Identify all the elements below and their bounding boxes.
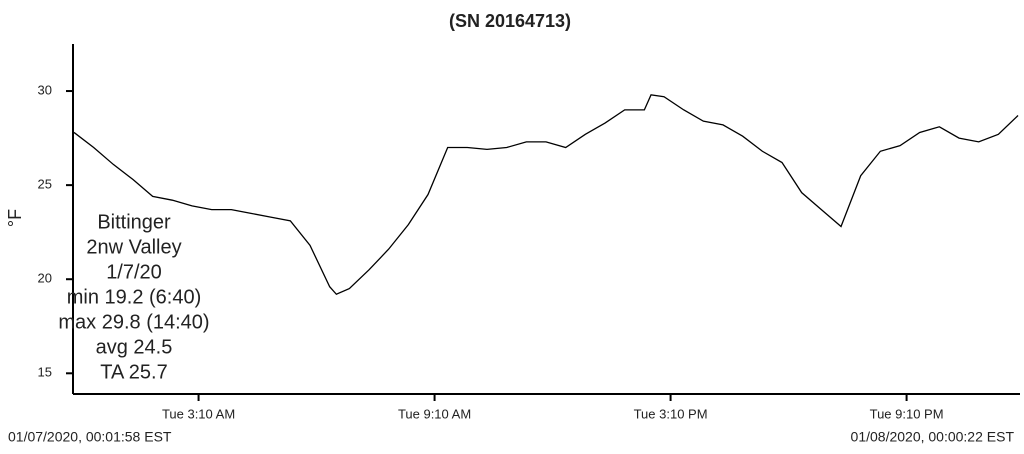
annotation: avg 24.5: [96, 336, 173, 358]
x-tick-label: Tue 9:10 PM: [870, 406, 944, 421]
y-tick-label: 20: [38, 271, 52, 286]
start-time: 01/07/2020, 00:01:58 EST: [8, 429, 172, 445]
annotation: TA 25.7: [100, 361, 167, 383]
annotation: max 29.8 (14:40): [58, 311, 209, 333]
annotation: 1/7/20: [106, 261, 162, 283]
x-tick-label: Tue 3:10 PM: [634, 406, 708, 421]
chart-title: (SN 20164713): [449, 11, 571, 31]
annotation: Bittinger: [97, 211, 171, 233]
x-tick-label: Tue 9:10 AM: [398, 406, 471, 421]
annotation: 2nw Valley: [86, 236, 181, 258]
data-line: [73, 94, 1019, 296]
y-axis-label: °F: [5, 209, 25, 227]
y-tick-label: 30: [38, 82, 52, 97]
annotation: min 19.2 (6:40): [67, 286, 202, 308]
end-time: 01/08/2020, 00:00:22 EST: [851, 429, 1015, 445]
x-tick-label: Tue 3:10 AM: [162, 406, 235, 421]
y-tick-label: 25: [38, 177, 52, 192]
y-tick-label: 15: [38, 365, 52, 380]
